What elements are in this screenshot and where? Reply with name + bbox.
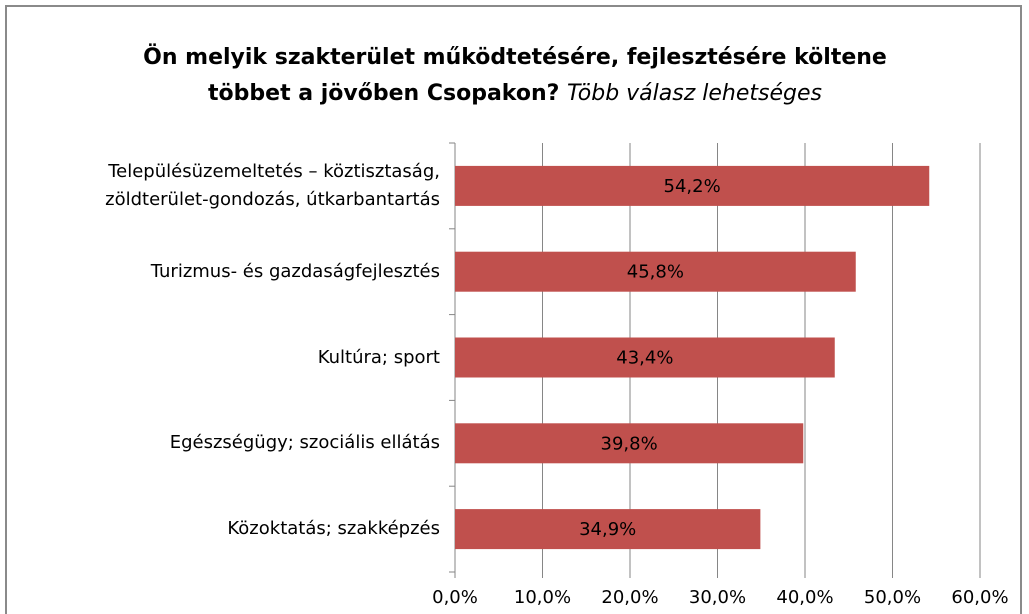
- data-label: 43,4%: [616, 348, 673, 369]
- bar: [455, 509, 761, 550]
- bar: [455, 165, 930, 206]
- y-tick-label: Településüzemeltetés – köztisztaság, zöl…: [105, 160, 440, 210]
- y-tick-label: Turizmus- és gazdaságfejlesztés: [150, 260, 440, 282]
- chart-title: Ön melyik szakterület működtetésére, fej…: [143, 45, 887, 106]
- chart-subtitle: Több válasz lehetséges: [567, 81, 822, 106]
- chart-border: [5, 5, 1022, 614]
- x-tick-label: 20,0%: [601, 587, 658, 608]
- bar: [455, 423, 804, 464]
- data-label: 54,2%: [664, 176, 721, 197]
- x-tick-label: 0,0%: [432, 587, 478, 608]
- data-label: 39,8%: [601, 433, 658, 454]
- x-tick-label: 10,0%: [514, 587, 571, 608]
- x-tick-label: 50,0%: [864, 587, 921, 608]
- y-tick-label: Kultúra; sport: [317, 346, 440, 368]
- y-tick-label: Közoktatás; szakképzés: [227, 518, 440, 540]
- bar: [455, 251, 856, 292]
- chart-title-block: Ön melyik szakterület működtetésére, fej…: [100, 40, 930, 112]
- data-label: 34,9%: [579, 519, 636, 540]
- y-tick-label: Egészségügy; szociális ellátás: [169, 432, 440, 454]
- bar: [455, 337, 835, 378]
- x-tick-label: 40,0%: [776, 587, 833, 608]
- x-tick-label: 60,0%: [951, 587, 1008, 608]
- data-label: 45,8%: [627, 262, 684, 283]
- x-tick-label: 30,0%: [689, 587, 746, 608]
